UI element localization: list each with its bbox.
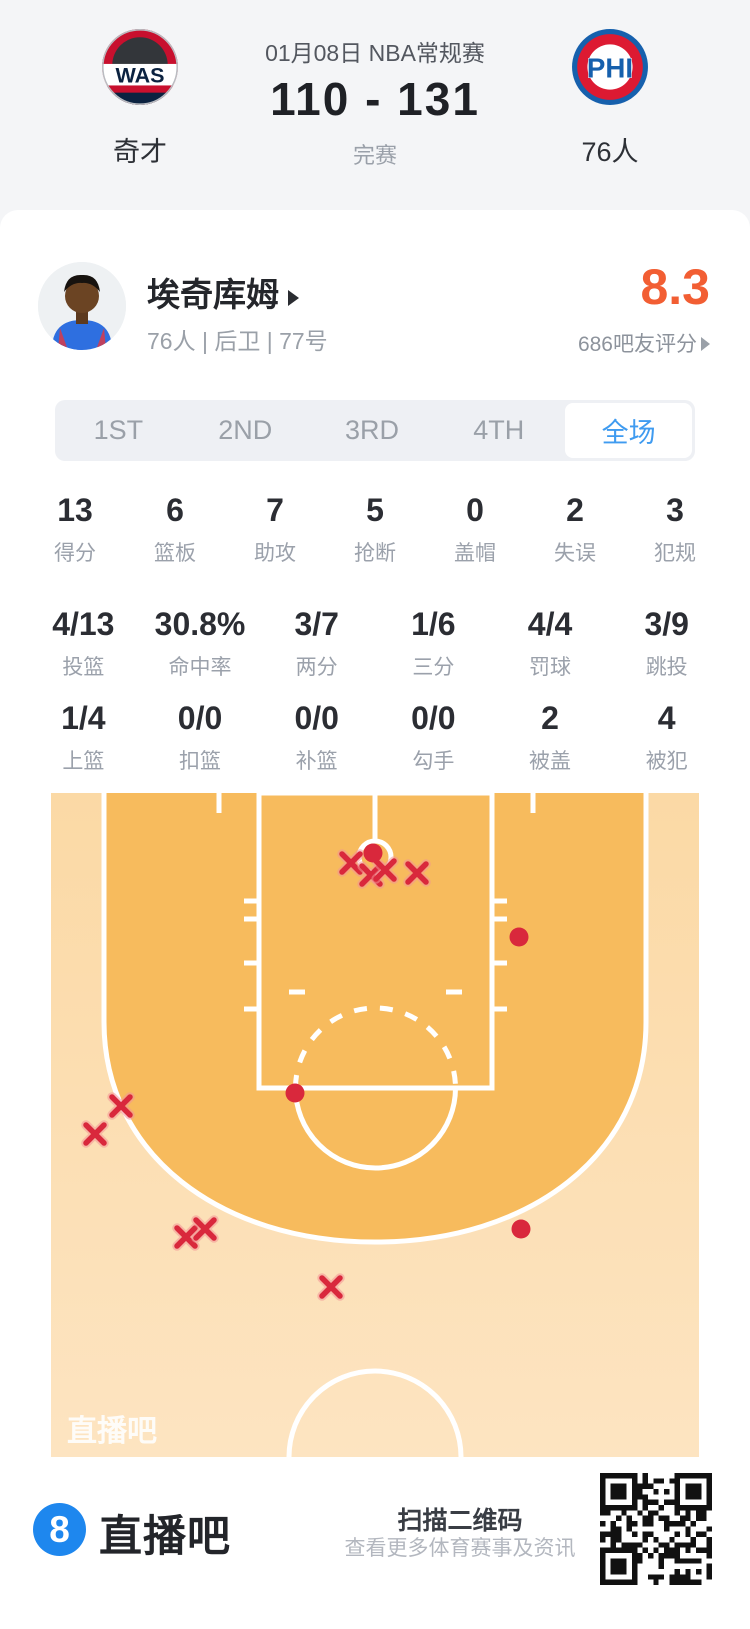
three-point-area — [104, 793, 646, 1242]
player-card: 埃奇库姆 76人 | 后卫 | 77号 8.3 686吧友评分 1ST 2ND … — [0, 210, 750, 1629]
rating-votes-text: 686吧友评分 — [577, 333, 697, 356]
stat-ft: 4/4 罚球 — [527, 606, 573, 679]
tab-2nd[interactable]: 2ND — [218, 415, 273, 445]
player-rating: 8.3 — [640, 259, 710, 315]
away-team-logo-icon: PHI — [571, 28, 649, 106]
player-detail-caret-icon — [288, 290, 299, 306]
three-point-line — [101, 793, 649, 1245]
shot-make — [363, 843, 383, 863]
stat-fg: 4/13 投篮 — [52, 606, 115, 679]
stat-fouled: 4 被犯 — [645, 700, 688, 773]
svg-text:WAS: WAS — [115, 62, 164, 87]
rating-votes-link[interactable]: 686吧友评分 — [578, 328, 710, 358]
tab-4th[interactable]: 4TH — [473, 415, 525, 445]
tab-full-game[interactable]: 全场 — [565, 403, 692, 458]
shot-make — [509, 927, 529, 947]
qr-code — [600, 1473, 712, 1585]
svg-text:PHI: PHI — [587, 52, 633, 83]
shot-miss — [83, 1122, 107, 1146]
tab-3rd[interactable]: 3RD — [344, 415, 399, 445]
rating-caret-icon — [701, 337, 710, 351]
shot-marks — [81, 843, 531, 1301]
shot-miss — [373, 858, 397, 882]
shot-miss — [339, 851, 363, 875]
shot-miss — [109, 1094, 133, 1118]
away-team[interactable]: PHI 76人 — [530, 28, 690, 169]
scan-qr-subtitle: 查看更多体育赛事及资讯 — [344, 1537, 576, 1560]
stat-dunk: 0/0 扣篮 — [177, 700, 223, 773]
shot-make — [285, 1083, 305, 1103]
lane-hash-marks — [216, 793, 536, 1012]
stat-2pt: 3/7 两分 — [294, 606, 339, 679]
zhibo8-logo-icon: 8 — [33, 1503, 86, 1556]
away-team-name: 76人 — [581, 137, 639, 167]
stat-jumpshot: 3/9 跳投 — [644, 606, 689, 679]
stats-row-shooting: 4/13 投篮 30.8% 命中率 3/7 两分 1/6 三分 4/4 罚球 3… — [25, 606, 725, 681]
stat-points: 13 得分 — [54, 492, 96, 565]
shot-make — [511, 1219, 531, 1239]
stat-blocked: 2 被盖 — [529, 700, 572, 773]
stat-steals: 5 抢断 — [354, 492, 396, 565]
zhibo8-brand: 直播吧 — [99, 1513, 231, 1561]
shot-chart-court: 直播吧 — [51, 790, 699, 1546]
home-team-logo-icon: WAS — [101, 28, 179, 106]
quarter-tabs: 1ST 2ND 3RD 4TH 全场 — [55, 400, 695, 461]
stat-putback: 0/0 补篮 — [294, 700, 339, 773]
stats-row-basic: 13 得分 6 篮板 7 助攻 5 抢断 0 盖帽 2 失误 3 犯规 — [25, 492, 725, 567]
match-status: 完赛 — [352, 143, 397, 168]
player-meta: 76人 | 后卫 | 77号 — [147, 328, 328, 354]
stat-turnovers: 2 失误 — [554, 492, 596, 565]
match-date: 01月08日 NBA常规赛 — [265, 40, 485, 66]
stat-layup: 1/4 上篮 — [61, 700, 106, 773]
player-name[interactable]: 埃奇库姆 — [147, 268, 299, 316]
stat-assists: 7 助攻 — [254, 492, 296, 565]
court-watermark: 直播吧 — [67, 1415, 157, 1448]
stat-hook: 0/0 勾手 — [411, 700, 456, 773]
stat-fg-pct: 30.8% 命中率 — [154, 606, 246, 679]
shot-miss — [405, 861, 429, 885]
qr-modules — [600, 1473, 712, 1585]
ft-circle-solid — [293, 1087, 458, 1171]
shot-miss — [174, 1225, 198, 1249]
home-team[interactable]: WAS 奇才 — [60, 28, 220, 169]
shot-miss — [319, 1275, 343, 1299]
home-team-name: 奇才 — [113, 137, 167, 167]
player-avatar[interactable] — [38, 262, 126, 350]
scan-qr-title: 扫描二维码 — [397, 1507, 523, 1535]
ft-circle-dashed — [293, 1005, 458, 1089]
stat-fouls: 3 犯规 — [654, 492, 696, 565]
player-name-text: 埃奇库姆 — [147, 276, 279, 313]
match-score: 110 - 131 — [270, 73, 480, 125]
stats-row-shot-types: 1/4 上篮 0/0 扣篮 0/0 补篮 0/0 勾手 2 被盖 4 被犯 — [25, 700, 725, 775]
stat-3pt: 1/6 三分 — [411, 606, 456, 679]
tab-1st[interactable]: 1ST — [93, 415, 144, 445]
stat-rebounds: 6 篮板 — [154, 492, 196, 565]
shot-miss — [193, 1217, 217, 1241]
stat-blocks: 0 盖帽 — [454, 492, 496, 565]
